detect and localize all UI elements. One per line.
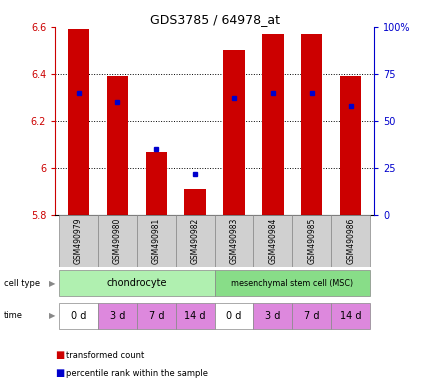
Bar <box>107 76 128 215</box>
FancyBboxPatch shape <box>137 215 176 267</box>
Text: GSM490985: GSM490985 <box>307 218 316 264</box>
Bar <box>301 34 323 215</box>
FancyBboxPatch shape <box>253 215 292 267</box>
Text: percentile rank within the sample: percentile rank within the sample <box>66 369 208 378</box>
Text: ▶: ▶ <box>49 311 55 320</box>
Bar <box>146 152 167 215</box>
Text: 0 d: 0 d <box>71 311 86 321</box>
Text: GSM490984: GSM490984 <box>269 218 278 264</box>
FancyBboxPatch shape <box>98 303 137 329</box>
FancyBboxPatch shape <box>215 303 253 329</box>
Bar <box>184 189 206 215</box>
FancyBboxPatch shape <box>176 215 215 267</box>
Text: 3 d: 3 d <box>265 311 280 321</box>
FancyBboxPatch shape <box>292 215 331 267</box>
FancyBboxPatch shape <box>331 215 370 267</box>
Text: 7 d: 7 d <box>149 311 164 321</box>
FancyBboxPatch shape <box>59 215 98 267</box>
Text: GSM490980: GSM490980 <box>113 218 122 264</box>
Text: 3 d: 3 d <box>110 311 125 321</box>
FancyBboxPatch shape <box>176 303 215 329</box>
Text: 14 d: 14 d <box>184 311 206 321</box>
FancyBboxPatch shape <box>253 303 292 329</box>
Text: ▶: ▶ <box>49 279 55 288</box>
Text: GSM490983: GSM490983 <box>230 218 238 264</box>
Text: GSM490986: GSM490986 <box>346 218 355 264</box>
Text: transformed count: transformed count <box>66 351 144 360</box>
FancyBboxPatch shape <box>59 303 98 329</box>
Text: GSM490981: GSM490981 <box>152 218 161 264</box>
Bar <box>262 34 283 215</box>
Text: 0 d: 0 d <box>227 311 242 321</box>
Text: ■: ■ <box>55 350 65 360</box>
FancyBboxPatch shape <box>215 215 253 267</box>
Text: cell type: cell type <box>4 279 40 288</box>
FancyBboxPatch shape <box>331 303 370 329</box>
Text: ■: ■ <box>55 368 65 378</box>
FancyBboxPatch shape <box>215 270 370 296</box>
FancyBboxPatch shape <box>98 215 137 267</box>
Text: chondrocyte: chondrocyte <box>107 278 167 288</box>
Text: mesenchymal stem cell (MSC): mesenchymal stem cell (MSC) <box>231 279 354 288</box>
FancyBboxPatch shape <box>137 303 176 329</box>
Bar <box>340 76 361 215</box>
FancyBboxPatch shape <box>292 303 331 329</box>
Text: GSM490982: GSM490982 <box>191 218 200 264</box>
Text: 7 d: 7 d <box>304 311 320 321</box>
Text: 14 d: 14 d <box>340 311 361 321</box>
Text: GSM490979: GSM490979 <box>74 218 83 264</box>
FancyBboxPatch shape <box>59 270 215 296</box>
Text: time: time <box>4 311 23 320</box>
Bar <box>224 50 245 215</box>
Bar <box>68 29 89 215</box>
Title: GDS3785 / 64978_at: GDS3785 / 64978_at <box>150 13 280 26</box>
